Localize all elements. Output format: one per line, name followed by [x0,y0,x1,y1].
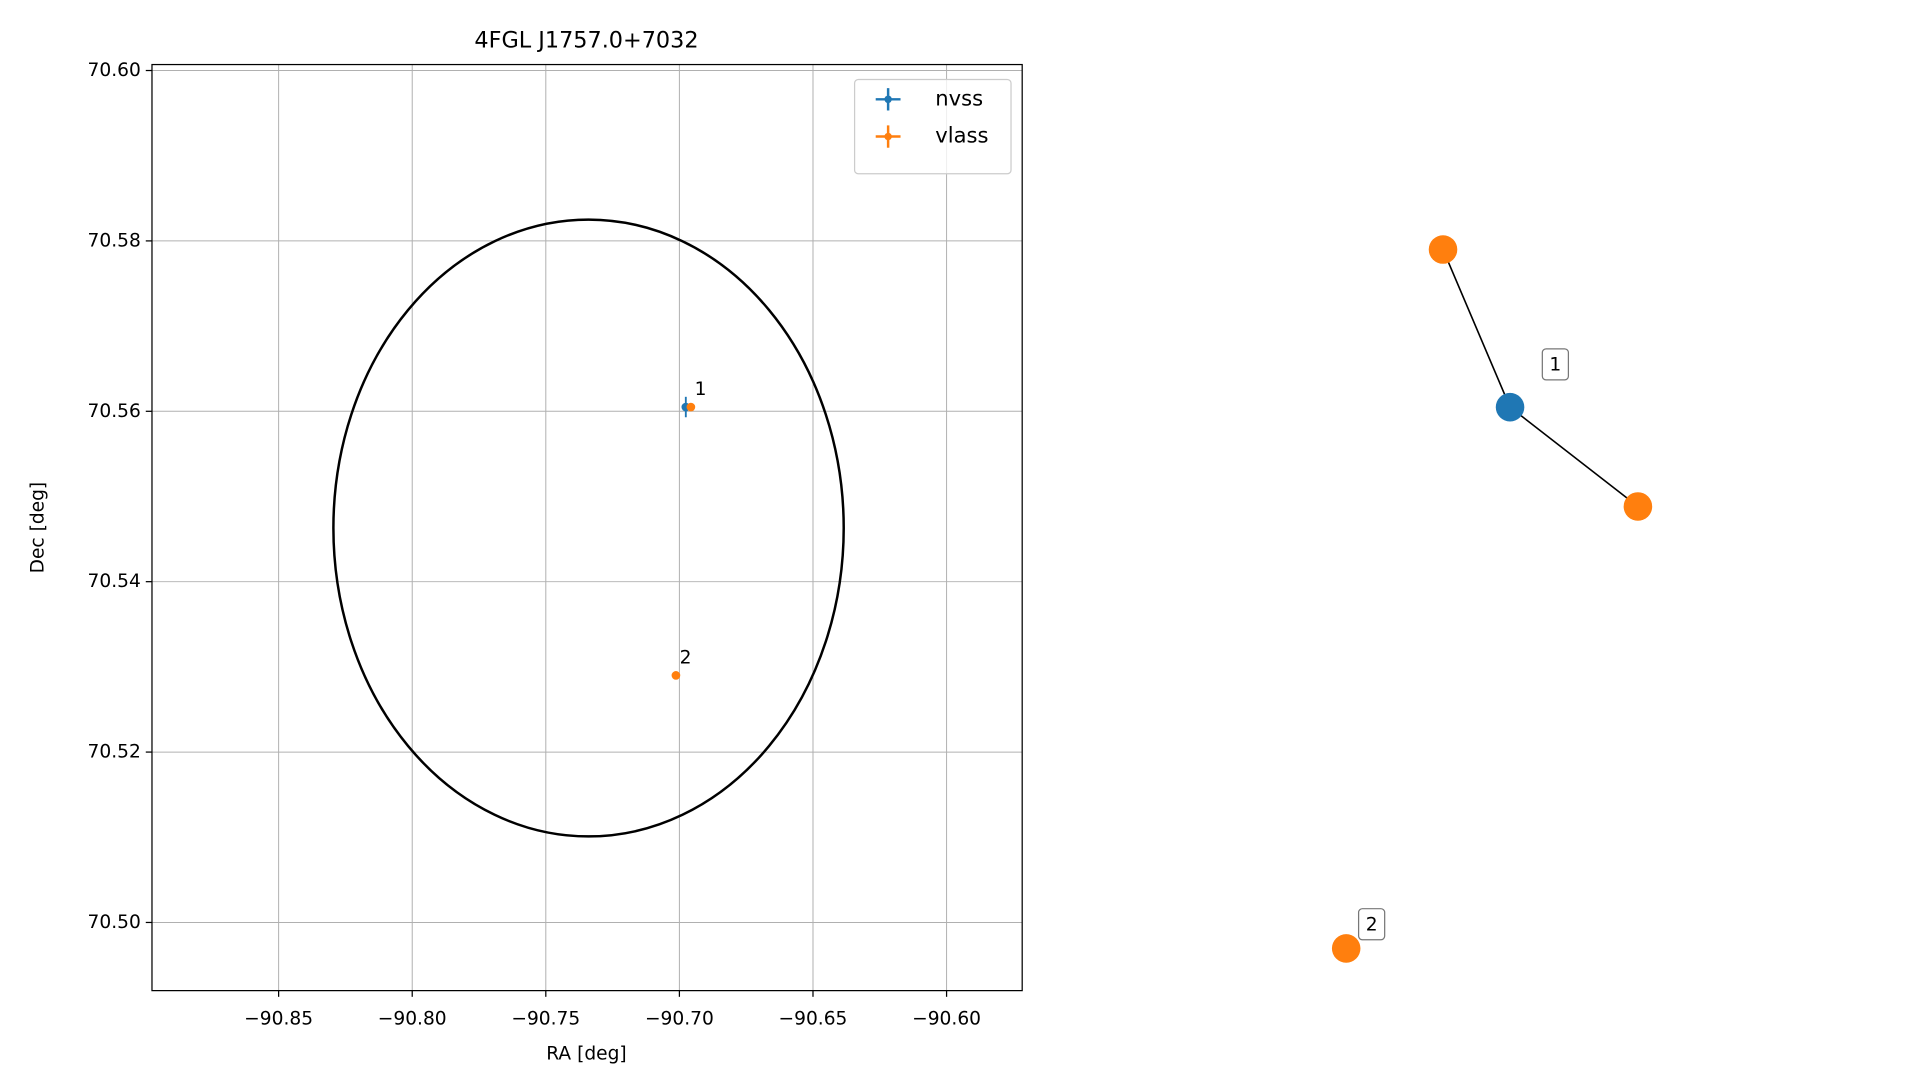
x-axis-label: RA [deg] [546,1043,626,1064]
x-tick-label: −90.85 [244,1009,313,1030]
node [1495,392,1525,422]
point-label: 2 [680,648,692,669]
node-label-box [1357,908,1386,941]
legend-swatch [884,132,892,141]
y-tick-label: 70.52 [88,742,141,763]
y-tick-label: 70.58 [88,230,141,251]
y-tick-label: 70.50 [88,912,141,933]
error-ellipse [332,218,845,838]
y-tick-label: 70.54 [88,571,141,592]
y-tick-label: 70.56 [88,401,141,422]
node-label: 1 [1549,354,1561,375]
legend-label: vlass [935,123,988,148]
point [686,402,696,412]
legend-box [853,78,1012,175]
legend-swatch [884,95,892,104]
x-tick-label: −90.80 [378,1009,447,1030]
node [1623,492,1653,521]
network-graph: 1 2 [1331,235,1653,963]
x-tick-label: −90.70 [645,1009,714,1030]
node [1428,235,1458,264]
y-axis-label: Dec [deg] [27,482,48,574]
point-label: 1 [695,379,707,400]
y-tick-label: 70.60 [88,60,141,81]
x-tick-label: −90.60 [912,1009,981,1030]
point [671,671,681,680]
node-label: 2 [1366,914,1378,935]
node [1331,934,1361,963]
plot-frame [151,63,1023,992]
x-tick-label: −90.75 [511,1009,580,1030]
edge [1509,406,1639,508]
chart-title: 4FGL J1757.0+7032 [474,27,698,53]
x-tick-label: −90.65 [779,1009,848,1030]
node-label-box [1541,348,1570,381]
legend-label: nvss [935,85,983,110]
edge [1442,249,1511,408]
